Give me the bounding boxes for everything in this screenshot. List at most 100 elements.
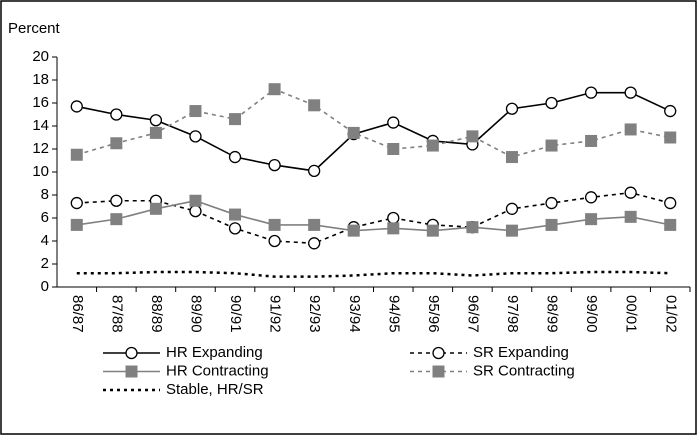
marker: [110, 213, 123, 226]
marker: [70, 148, 83, 161]
y-tick-label: 4: [41, 232, 49, 249]
marker: [505, 102, 519, 115]
x-tick-label: 93/94: [346, 295, 363, 333]
marker: [308, 237, 321, 250]
marker: [308, 99, 321, 112]
marker: [347, 126, 360, 139]
marker: [387, 211, 400, 225]
x-tick-label: 98/99: [544, 295, 561, 333]
x-tick-label: 95/96: [425, 295, 442, 333]
marker: [664, 218, 677, 231]
marker: [426, 139, 439, 152]
marker: [268, 158, 281, 172]
marker: [189, 105, 202, 118]
marker: [110, 137, 123, 150]
marker: [664, 196, 677, 210]
marker: [229, 208, 242, 221]
x-tick-label: 86/87: [69, 295, 86, 333]
x-tick-label: 90/91: [227, 295, 244, 333]
marker: [125, 365, 138, 378]
marker: [125, 346, 138, 360]
marker: [70, 218, 83, 231]
marker: [149, 114, 163, 127]
marker: [426, 224, 439, 237]
legend-label: Stable, HR/SR: [166, 381, 264, 398]
x-tick-label: 99/00: [583, 295, 600, 333]
marker: [189, 194, 202, 207]
marker: [110, 194, 123, 207]
marker: [189, 204, 202, 218]
marker: [268, 218, 281, 231]
legend-label: HR Contracting: [166, 362, 269, 379]
legend-label: SR Contracting: [473, 362, 575, 379]
marker: [229, 113, 242, 126]
marker: [110, 108, 123, 121]
y-tick-label: 12: [32, 140, 49, 157]
marker: [70, 100, 83, 113]
y-axis-label: Percent: [8, 20, 61, 37]
x-tick-label: 94/95: [385, 295, 402, 333]
marker: [505, 202, 519, 215]
y-tick-label: 0: [41, 278, 49, 295]
series-line: [76, 91, 671, 172]
marker: [545, 139, 558, 152]
marker: [545, 196, 558, 210]
marker: [664, 131, 677, 144]
legend-label: HR Expanding: [166, 344, 263, 361]
marker: [387, 116, 400, 129]
marker: [228, 150, 242, 164]
y-tick-label: 18: [32, 71, 49, 88]
marker: [584, 86, 598, 99]
marker: [70, 196, 83, 210]
marker: [624, 210, 637, 223]
marker: [545, 96, 558, 110]
y-tick-label: 10: [32, 163, 49, 180]
x-tick-label: 97/98: [504, 295, 521, 333]
y-tick-label: 8: [41, 186, 49, 203]
marker: [505, 151, 518, 164]
x-tick-label: 00/01: [623, 295, 640, 333]
marker: [432, 365, 445, 378]
marker: [387, 143, 400, 155]
marker: [545, 218, 558, 231]
marker: [149, 202, 162, 215]
marker: [466, 130, 479, 143]
marker: [268, 234, 281, 248]
x-tick-label: 91/92: [267, 295, 284, 333]
marker: [466, 221, 479, 234]
marker: [387, 222, 400, 235]
legend-label: SR Expanding: [473, 344, 569, 361]
x-tick-label: 01/02: [662, 295, 679, 333]
marker: [228, 222, 242, 235]
x-tick-label: 87/88: [108, 295, 125, 333]
marker: [149, 126, 162, 139]
x-tick-label: 89/90: [188, 295, 205, 333]
marker: [308, 164, 321, 178]
x-tick-label: 96/97: [464, 295, 481, 333]
marker: [505, 224, 518, 237]
marker: [432, 346, 445, 360]
marker: [189, 130, 202, 143]
series-line: [76, 199, 671, 232]
marker: [347, 224, 360, 237]
marker: [624, 123, 637, 136]
y-tick-label: 20: [32, 48, 49, 65]
y-tick-label: 2: [41, 255, 49, 272]
marker: [585, 134, 598, 147]
x-tick-label: 92/93: [306, 295, 323, 333]
marker: [268, 83, 281, 96]
marker: [584, 191, 598, 204]
y-tick-label: 16: [32, 94, 49, 111]
x-tick-label: 88/89: [148, 295, 165, 333]
marker: [308, 218, 321, 231]
marker: [624, 86, 637, 99]
marker: [664, 104, 677, 118]
y-tick-label: 14: [32, 117, 49, 134]
series-line: [76, 88, 671, 158]
marker: [585, 213, 598, 226]
series-line: [76, 270, 671, 278]
series-line: [76, 191, 671, 245]
y-tick-label: 6: [41, 209, 49, 226]
